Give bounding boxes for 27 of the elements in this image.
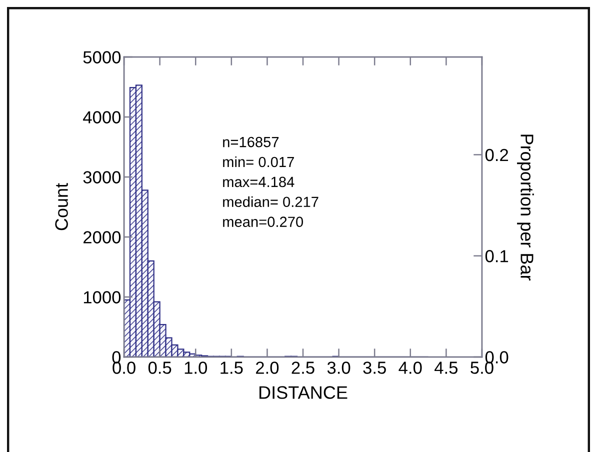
x-tick-label: 2.0 — [256, 362, 279, 374]
x-tick-label: 2.5 — [292, 362, 314, 374]
x-tick-label: 4.0 — [398, 362, 422, 374]
y2-tick-label: 0.1 — [485, 250, 508, 262]
x-tick-label: 0.5 — [148, 362, 172, 374]
x-tick-label: 4.5 — [434, 362, 458, 374]
y-tick-label: 4000 — [83, 111, 121, 124]
x-tick-label: 3.0 — [327, 362, 350, 374]
x-tick-label: 1.0 — [184, 362, 208, 374]
y2-axis-title: Proportion per Bar — [517, 134, 534, 280]
y-tick-label: 1000 — [84, 291, 121, 304]
y-tick-label: 2000 — [84, 231, 121, 244]
y-tick-label: 5000 — [83, 51, 121, 64]
annotation: max=4.184 — [223, 176, 294, 188]
y-tick-label: 3000 — [83, 171, 121, 184]
annotation: median= 0.217 — [223, 196, 318, 208]
x-tick-label: 1.5 — [220, 362, 243, 374]
x-tick-label: 5.0 — [470, 362, 494, 374]
annotation: n=16857 — [223, 136, 279, 148]
y2-tick-label: 0.2 — [485, 148, 508, 162]
y2-tick-label: 0.0 — [485, 351, 508, 364]
x-axis-title: DISTANCE — [260, 386, 348, 399]
x-tick-label: 0.0 — [112, 362, 136, 374]
x-tick-label: 3.5 — [363, 362, 386, 374]
y-axis-title: Count — [55, 183, 68, 230]
annotation: min= 0.017 — [223, 156, 294, 168]
annotation: mean=0.270 — [223, 216, 304, 228]
